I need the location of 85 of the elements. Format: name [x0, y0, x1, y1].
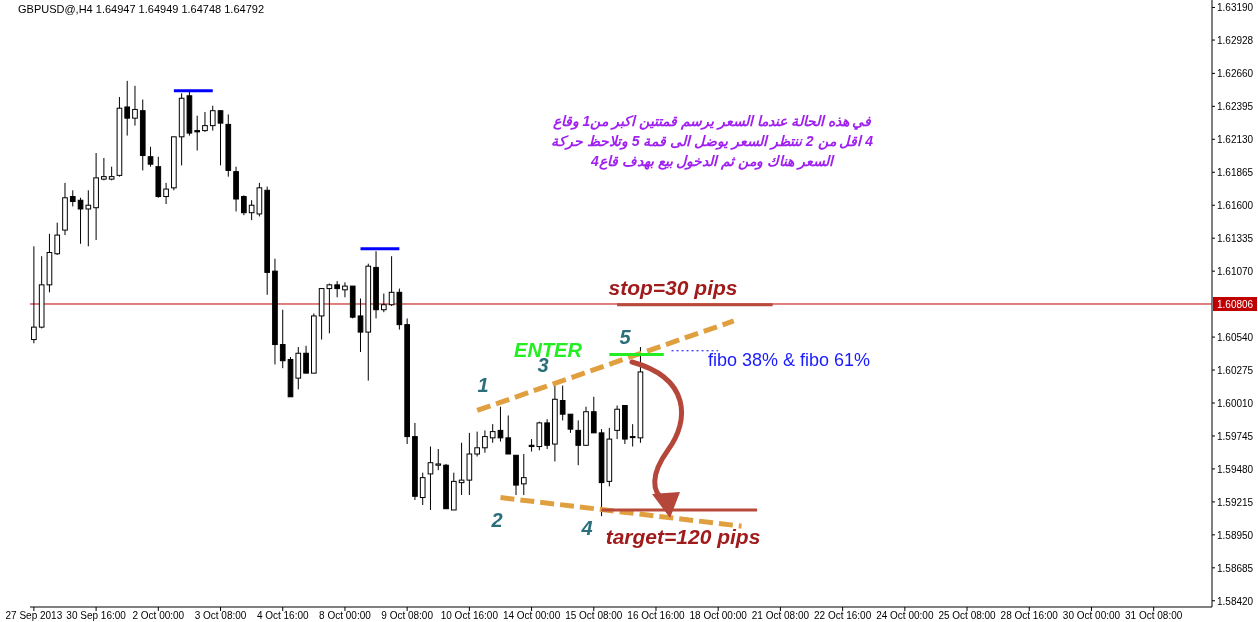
candlestick	[427, 446, 434, 511]
candlestick	[505, 414, 512, 455]
y-tick-label: 1.61865	[1217, 167, 1254, 179]
annotation: target=120 pips	[605, 524, 761, 548]
candlestick	[567, 413, 574, 434]
candlestick	[629, 423, 636, 448]
y-tick-label: 1.61070	[1217, 266, 1254, 278]
candlestick	[342, 281, 348, 298]
candlestick	[163, 182, 169, 205]
y-tick-label: 1.60010	[1217, 398, 1254, 410]
candlestick	[388, 255, 395, 307]
x-tick-label: 15 Oct 08:00	[565, 610, 623, 621]
x-tick-label: 27 Sep 2013	[5, 610, 63, 621]
x-tick-label: 2 Oct 00:00	[132, 610, 185, 621]
candlestick	[54, 222, 61, 256]
candlestick	[559, 385, 566, 421]
x-tick-label: 22 Oct 16:00	[813, 610, 872, 621]
candlestick	[85, 189, 92, 247]
candlestick	[528, 438, 535, 453]
candlestick	[303, 345, 309, 374]
candlestick	[77, 197, 84, 245]
candlestick	[202, 111, 208, 133]
x-tick-label: 3 Oct 08:00	[194, 610, 247, 621]
x-tick-label: 24 Oct 00:00	[876, 610, 934, 621]
candlestick	[326, 283, 333, 334]
candlestick	[435, 448, 442, 471]
candlestick	[380, 293, 387, 313]
y-tick-label: 1.62928	[1217, 35, 1254, 47]
candlestick	[31, 245, 37, 344]
candlestick	[124, 80, 131, 137]
candlestick	[544, 418, 550, 450]
x-tick-label: 8 Oct 00:00	[319, 610, 372, 621]
candlestick	[489, 423, 496, 444]
candlestick	[482, 429, 488, 454]
y-tick-label: 1.58950	[1217, 529, 1254, 541]
ref-line-label: 1.60806	[1217, 299, 1254, 310]
y-tick-label: 1.62395	[1217, 101, 1254, 113]
candlestick	[357, 298, 364, 353]
candlestick	[132, 85, 138, 127]
annotation: في هذه الحالة عندما السعر يرسم قمتتين اكبر من1 وقاع 4 اقل من 2 ننتظر السعر يوضل الى قمة 5 وتلاحظ حركة السعر هناك ومن ثم الدخول بيع بهدف قاع4	[550, 113, 874, 170]
y-tick-label: 1.62660	[1217, 68, 1254, 80]
y-tick-label: 1.62130	[1217, 134, 1254, 146]
y-tick-label: 1.61335	[1217, 233, 1254, 245]
candlestick	[590, 396, 597, 434]
candlestick	[279, 309, 286, 369]
annotation: fibo 38% & fibo 61%	[708, 350, 871, 370]
x-tick-label: 21 Oct 08:00	[751, 610, 810, 621]
x-tick-label: 10 Oct 16:00	[440, 610, 499, 621]
x-tick-label: 30 Oct 00:00	[1062, 610, 1121, 621]
candlestick	[217, 110, 224, 166]
x-tick-label: 16 Oct 16:00	[627, 610, 686, 621]
candlestick	[474, 431, 480, 457]
y-tick-label: 1.59745	[1217, 430, 1254, 442]
annotation: 4	[580, 517, 593, 539]
y-tick-label: 1.59215	[1217, 496, 1254, 508]
y-tick-label: 1.58685	[1217, 562, 1254, 574]
candlestick	[419, 472, 426, 506]
candlestick	[194, 115, 201, 152]
x-tick-label: 31 Oct 08:00	[1125, 610, 1183, 621]
candlestick	[147, 146, 154, 168]
x-tick-label: 25 Oct 08:00	[938, 610, 997, 621]
x-tick-label: 9 Oct 08:00	[381, 610, 434, 621]
y-tick-label: 1.59480	[1217, 463, 1254, 475]
y-tick-label: 1.60540	[1217, 332, 1254, 344]
candlestick	[248, 199, 255, 221]
y-tick-label: 1.60275	[1217, 365, 1254, 377]
annotation: 1	[477, 374, 489, 396]
candlestick	[575, 419, 582, 466]
candlestick	[458, 442, 465, 496]
y-tick-label: 1.58420	[1217, 595, 1254, 607]
x-tick-label: 18 Oct 00:00	[689, 610, 748, 621]
x-tick-label: 4 Oct 16:00	[256, 610, 310, 621]
candlestick	[520, 453, 527, 496]
x-tick-label: 30 Sep 16:00	[66, 610, 127, 621]
candlestick	[614, 405, 620, 440]
x-tick-label: 14 Oct 00:00	[502, 610, 561, 621]
annotation: 2	[490, 509, 503, 531]
candlestick	[209, 105, 216, 132]
x-tick-label: 28 Oct 16:00	[1000, 610, 1059, 621]
chart-title: GBPUSD@,H4 1.64947 1.64949 1.64748 1.64792	[18, 3, 265, 15]
y-tick-label: 1.61600	[1217, 200, 1254, 212]
annotation: 5	[619, 326, 632, 348]
candlestick	[497, 406, 504, 443]
annotation: stop=30 pips	[608, 276, 738, 299]
y-tick-label: 1.63190	[1217, 2, 1254, 14]
